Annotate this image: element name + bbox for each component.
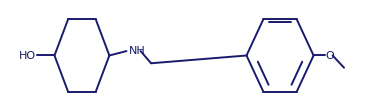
Text: NH: NH [128,46,145,56]
Text: HO: HO [19,51,36,60]
Text: O: O [326,51,335,60]
